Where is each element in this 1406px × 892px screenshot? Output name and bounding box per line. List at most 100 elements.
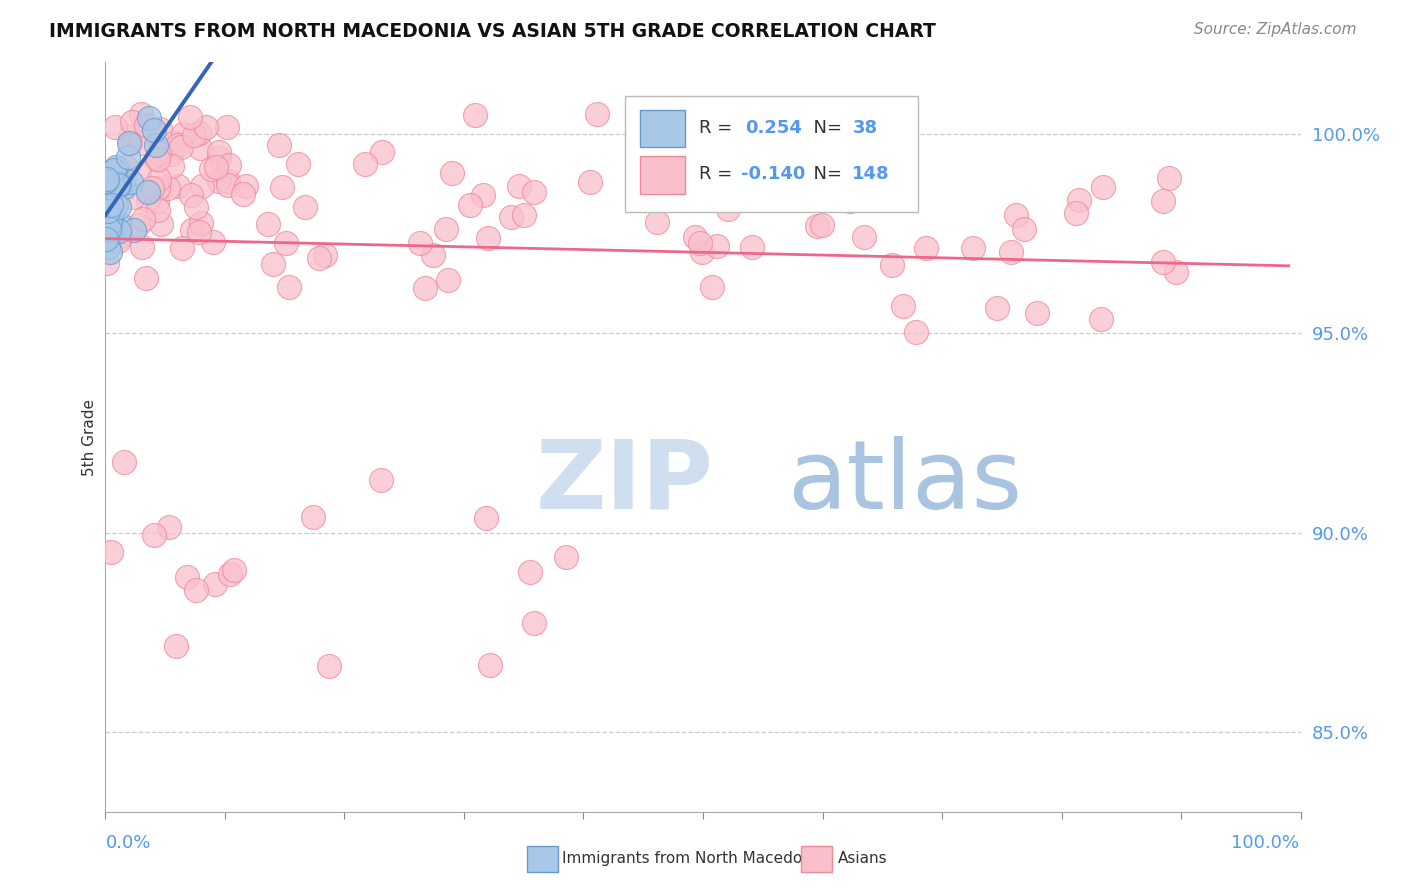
Point — [205, 160, 228, 174]
Point — [434, 222, 457, 236]
Point — [257, 217, 280, 231]
Point — [370, 473, 392, 487]
Text: Source: ZipAtlas.com: Source: ZipAtlas.com — [1194, 22, 1357, 37]
Point — [148, 146, 170, 161]
Point — [689, 176, 711, 190]
Point — [422, 248, 444, 262]
Point — [149, 122, 172, 136]
Point — [107, 216, 129, 230]
Point — [371, 145, 394, 160]
Point — [647, 215, 669, 229]
Point — [208, 173, 231, 187]
Point — [112, 176, 135, 190]
Point — [167, 138, 190, 153]
Point — [184, 582, 207, 597]
Point — [104, 198, 127, 212]
Point — [103, 165, 125, 179]
Point — [1005, 208, 1028, 222]
Text: N=: N= — [803, 165, 848, 183]
Point — [893, 299, 915, 313]
Point — [107, 223, 129, 237]
Point — [170, 241, 193, 255]
Point — [120, 175, 142, 189]
Point — [114, 166, 136, 180]
Point — [97, 219, 120, 233]
Text: 0.254: 0.254 — [745, 119, 801, 136]
Point — [97, 240, 120, 254]
Point — [100, 545, 122, 559]
Point — [218, 158, 240, 172]
Point — [135, 270, 157, 285]
Point — [96, 256, 118, 270]
Point — [508, 178, 530, 193]
Point — [852, 230, 875, 244]
Text: 148: 148 — [852, 165, 890, 183]
Point — [183, 128, 205, 143]
FancyBboxPatch shape — [640, 156, 685, 194]
Point — [523, 616, 546, 631]
Point — [301, 510, 323, 524]
FancyBboxPatch shape — [626, 96, 918, 212]
Y-axis label: 5th Grade: 5th Grade — [82, 399, 97, 475]
Point — [180, 223, 202, 237]
Point — [100, 245, 122, 260]
Point — [104, 199, 127, 213]
Point — [100, 198, 122, 212]
Point — [200, 162, 222, 177]
Point — [811, 218, 834, 232]
Point — [201, 235, 224, 249]
Point — [194, 120, 217, 134]
Point — [115, 161, 138, 175]
Point — [131, 240, 153, 254]
Point — [105, 160, 128, 174]
Point — [267, 138, 290, 153]
Point — [118, 136, 141, 150]
Point — [170, 140, 193, 154]
Point — [100, 215, 122, 229]
Point — [105, 162, 128, 177]
Point — [101, 177, 124, 191]
Point — [97, 221, 120, 235]
Point — [97, 203, 120, 218]
Point — [838, 194, 860, 208]
Point — [159, 146, 181, 161]
Point — [146, 202, 169, 217]
Point — [141, 181, 163, 195]
Point — [148, 171, 170, 186]
Text: 0.0%: 0.0% — [105, 834, 150, 852]
Point — [167, 178, 190, 193]
Text: -0.140: -0.140 — [741, 165, 806, 183]
Point — [235, 179, 257, 194]
Point — [219, 567, 242, 582]
Point — [1064, 206, 1087, 220]
Point — [143, 528, 166, 542]
Point — [217, 178, 239, 192]
Point — [499, 210, 522, 224]
Point — [112, 455, 135, 469]
Point — [96, 231, 118, 245]
Point — [278, 280, 301, 294]
Point — [108, 200, 131, 214]
Point — [880, 258, 903, 272]
Point — [586, 107, 609, 121]
Point — [208, 151, 231, 165]
Point — [110, 228, 132, 243]
Point — [1014, 222, 1036, 236]
Text: Immigrants from North Macedonia: Immigrants from North Macedonia — [562, 852, 825, 866]
Point — [308, 251, 330, 265]
Point — [318, 659, 340, 673]
Point — [271, 180, 294, 194]
Point — [287, 157, 309, 171]
Point — [733, 174, 755, 188]
Point — [136, 186, 159, 200]
Point — [1092, 179, 1115, 194]
Point — [1090, 311, 1112, 326]
Point — [472, 187, 495, 202]
Point — [160, 159, 183, 173]
Point — [1152, 194, 1174, 209]
Point — [97, 210, 120, 224]
Point — [129, 107, 152, 121]
Point — [222, 563, 245, 577]
Point — [96, 194, 118, 209]
Point — [122, 190, 145, 204]
